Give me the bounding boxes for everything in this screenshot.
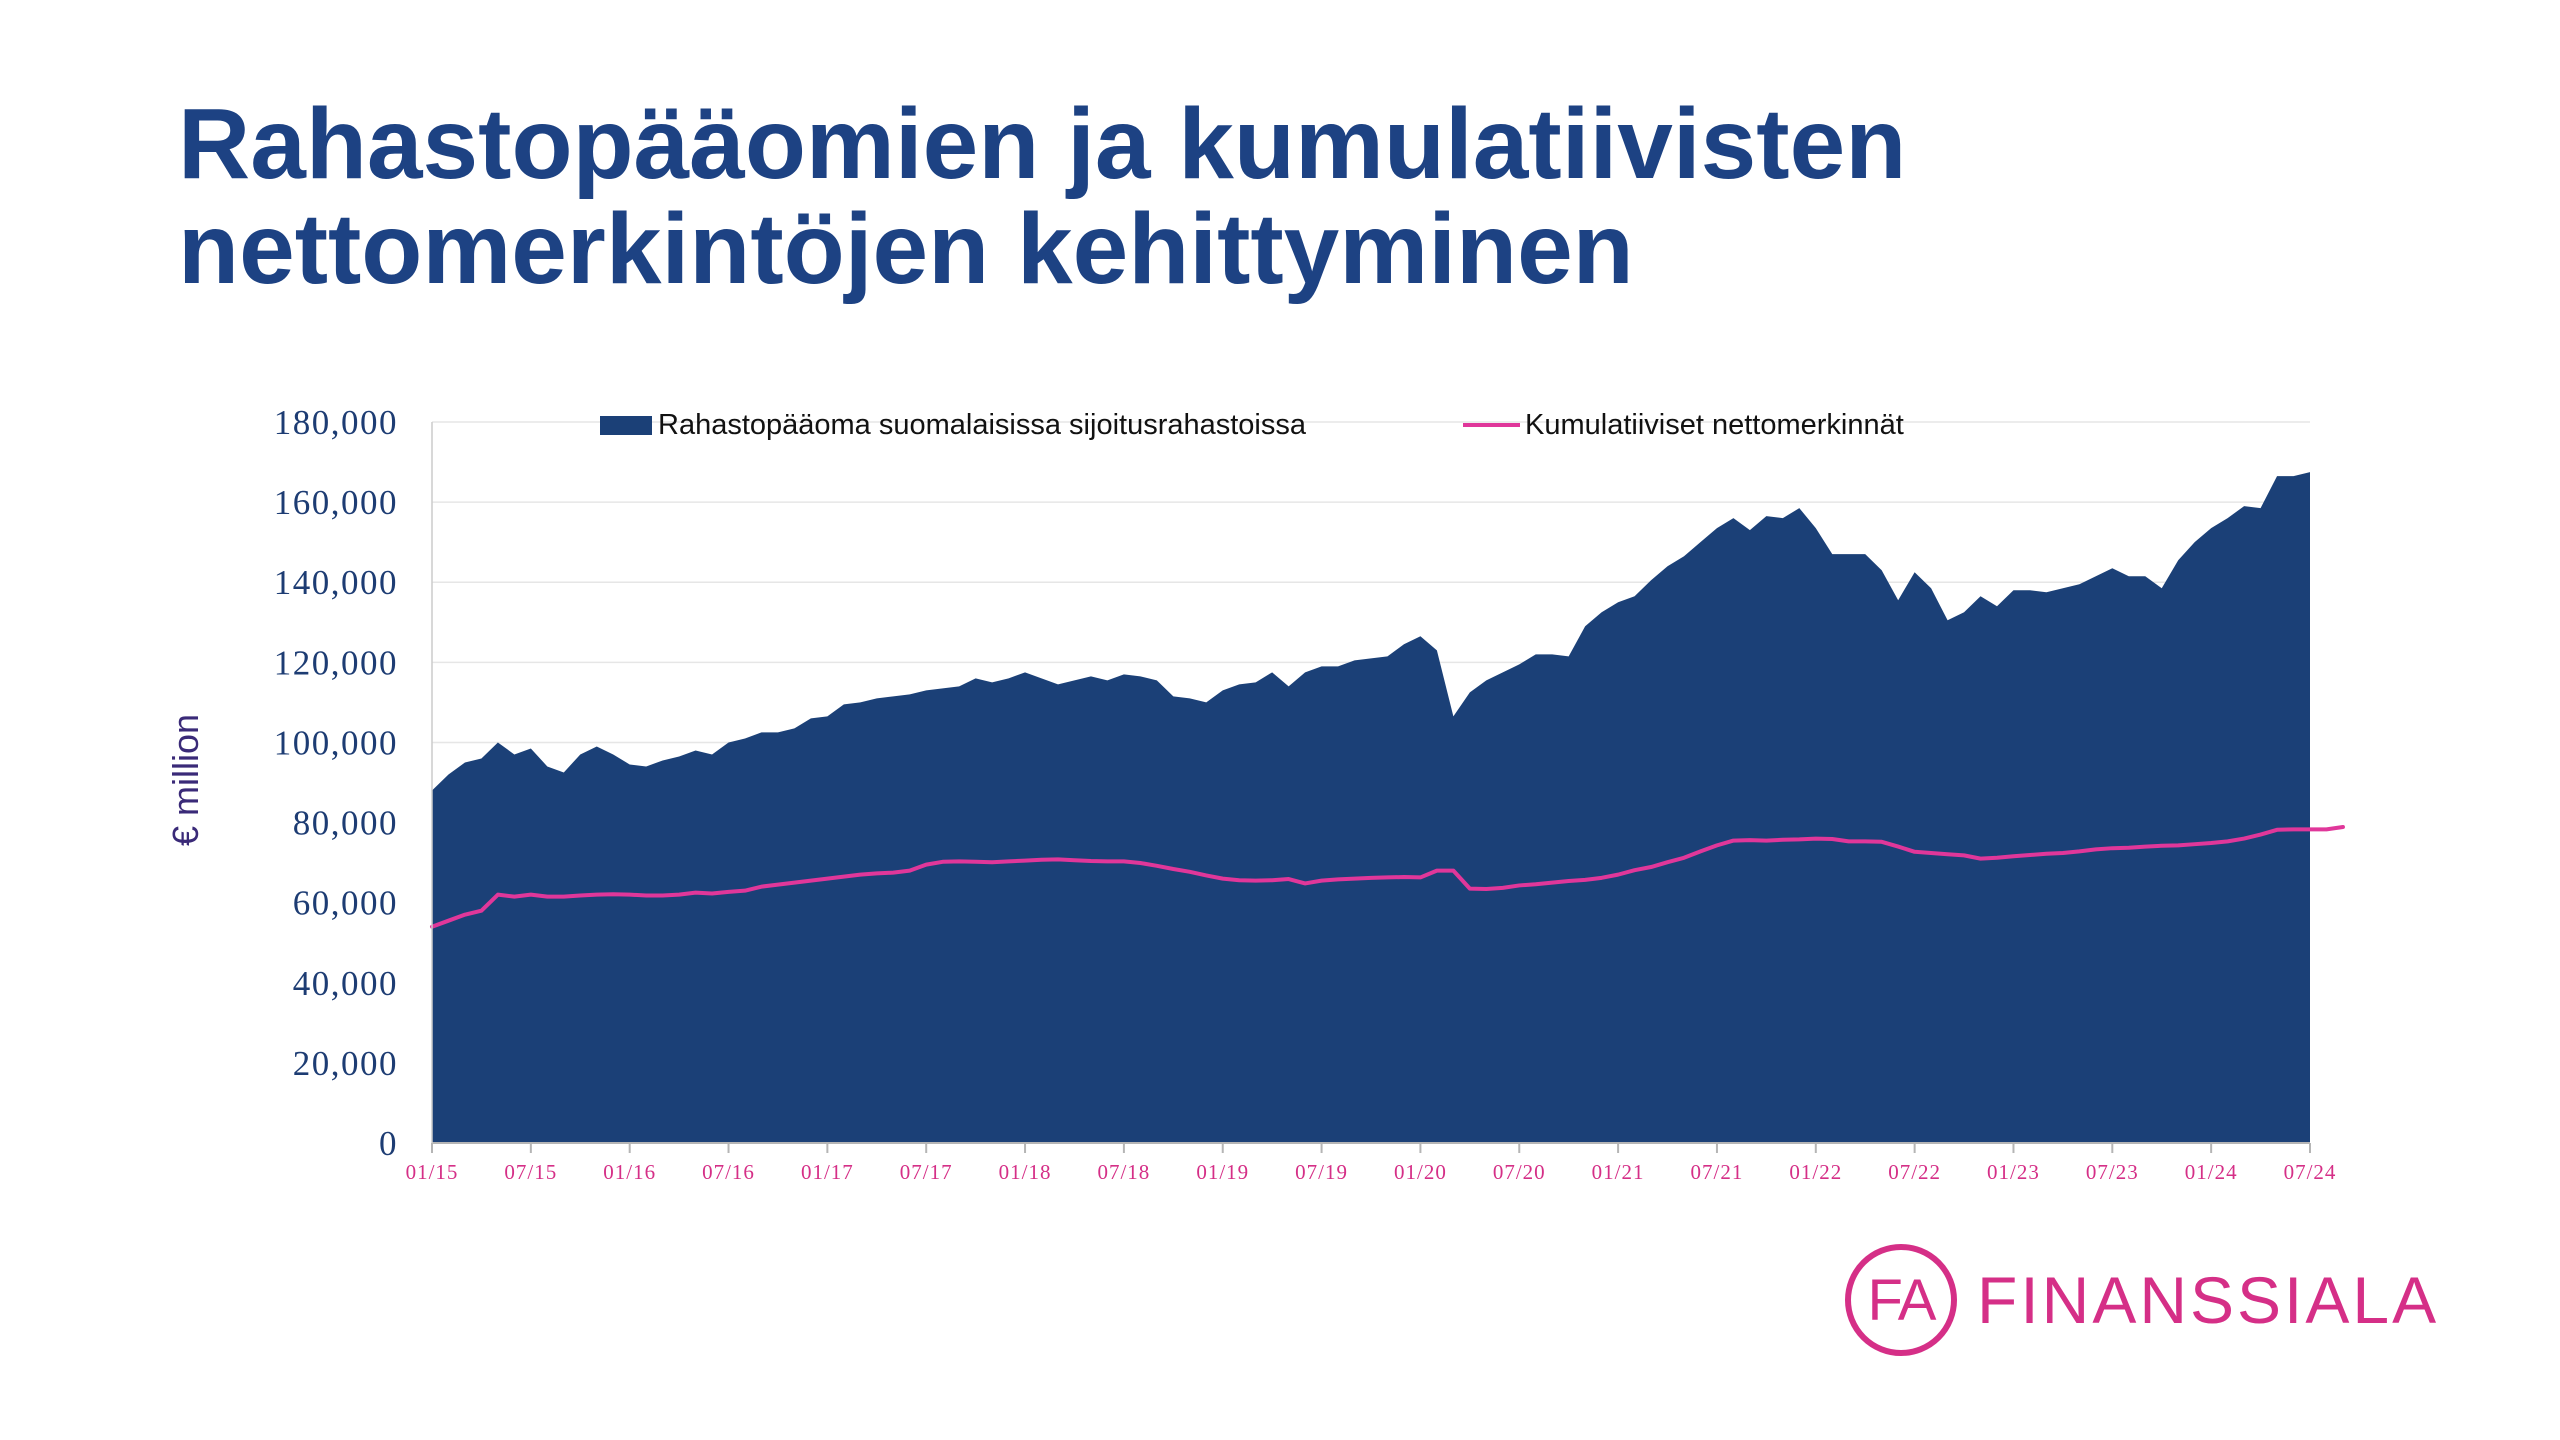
- chart-area-layer: [432, 472, 2310, 1143]
- x-tick-label: 01/19: [1196, 1160, 1249, 1184]
- legend-swatch-area: [600, 416, 652, 435]
- y-axis-title: € million: [165, 714, 206, 846]
- chart-axes: 0 20,000 40,000 60,000 80,000 100,000 120,000 1…: [165, 403, 2337, 1184]
- x-tick-label: 01/16: [603, 1160, 656, 1184]
- x-tick-label: 07/22: [1888, 1160, 1941, 1184]
- x-tick-label: 07/24: [2284, 1160, 2337, 1184]
- chart-line-layer: [430, 824, 2345, 929]
- y-tick-label: 120,000: [274, 643, 398, 682]
- x-tick-label: 07/17: [900, 1160, 953, 1184]
- x-tick-label: 07/20: [1493, 1160, 1546, 1184]
- y-tick-label: 160,000: [274, 483, 398, 522]
- x-tick-label: 07/16: [702, 1160, 755, 1184]
- y-tick-label: 100,000: [274, 723, 398, 762]
- x-tick-label: 01/18: [999, 1160, 1052, 1184]
- x-tick-label: 01/24: [2185, 1160, 2238, 1184]
- x-tick-label: 07/19: [1295, 1160, 1348, 1184]
- fa-logo-mark: FA: [1845, 1244, 1957, 1356]
- legend-label-area: Rahastopääoma suomalaisissa sijoitusraha…: [658, 409, 1307, 441]
- y-tick-label: 0: [379, 1124, 398, 1163]
- x-tick-label: 01/22: [1789, 1160, 1842, 1184]
- y-tick-label: 180,000: [274, 403, 398, 442]
- y-tick-label: 80,000: [293, 804, 398, 843]
- y-tick-label: 40,000: [293, 964, 398, 1003]
- chart-legend: Rahastopääoma suomalaisissa sijoitusraha…: [600, 409, 1904, 441]
- y-tick-label: 60,000: [293, 884, 398, 923]
- series-area-rahastopaaoma: [432, 472, 2310, 1143]
- logo-wordmark: FINANSSIALA: [1977, 1263, 2440, 1337]
- series-line-nettomerkinnat: [430, 824, 2345, 929]
- x-tick-label: 07/15: [504, 1160, 557, 1184]
- legend-label-line: Kumulatiiviset nettomerkinnät: [1525, 409, 1904, 441]
- finanssiala-logo: FA FINANSSIALA: [1845, 1235, 2439, 1365]
- x-tick-label: 01/15: [406, 1160, 459, 1184]
- title-line-1: Rahastopääomien ja kumulatiivisten: [178, 88, 1907, 200]
- x-tick-label: 01/17: [801, 1160, 854, 1184]
- x-tick-label: 01/21: [1592, 1160, 1645, 1184]
- x-tick-label: 01/23: [1987, 1160, 2040, 1184]
- x-tick-label: 01/20: [1394, 1160, 1447, 1184]
- y-tick-label: 20,000: [293, 1044, 398, 1083]
- x-tick-label: 07/18: [1097, 1160, 1150, 1184]
- fa-logo-mark-text: FA: [1867, 1267, 1937, 1333]
- x-tick-label: 07/21: [1691, 1160, 1744, 1184]
- x-tick-label: 07/23: [2086, 1160, 2139, 1184]
- title-line-2: nettomerkintöjen kehittyminen: [178, 193, 1634, 305]
- slide-title: Rahastopääomien ja kumulatiivisten netto…: [178, 92, 2478, 302]
- y-tick-label: 140,000: [274, 563, 398, 602]
